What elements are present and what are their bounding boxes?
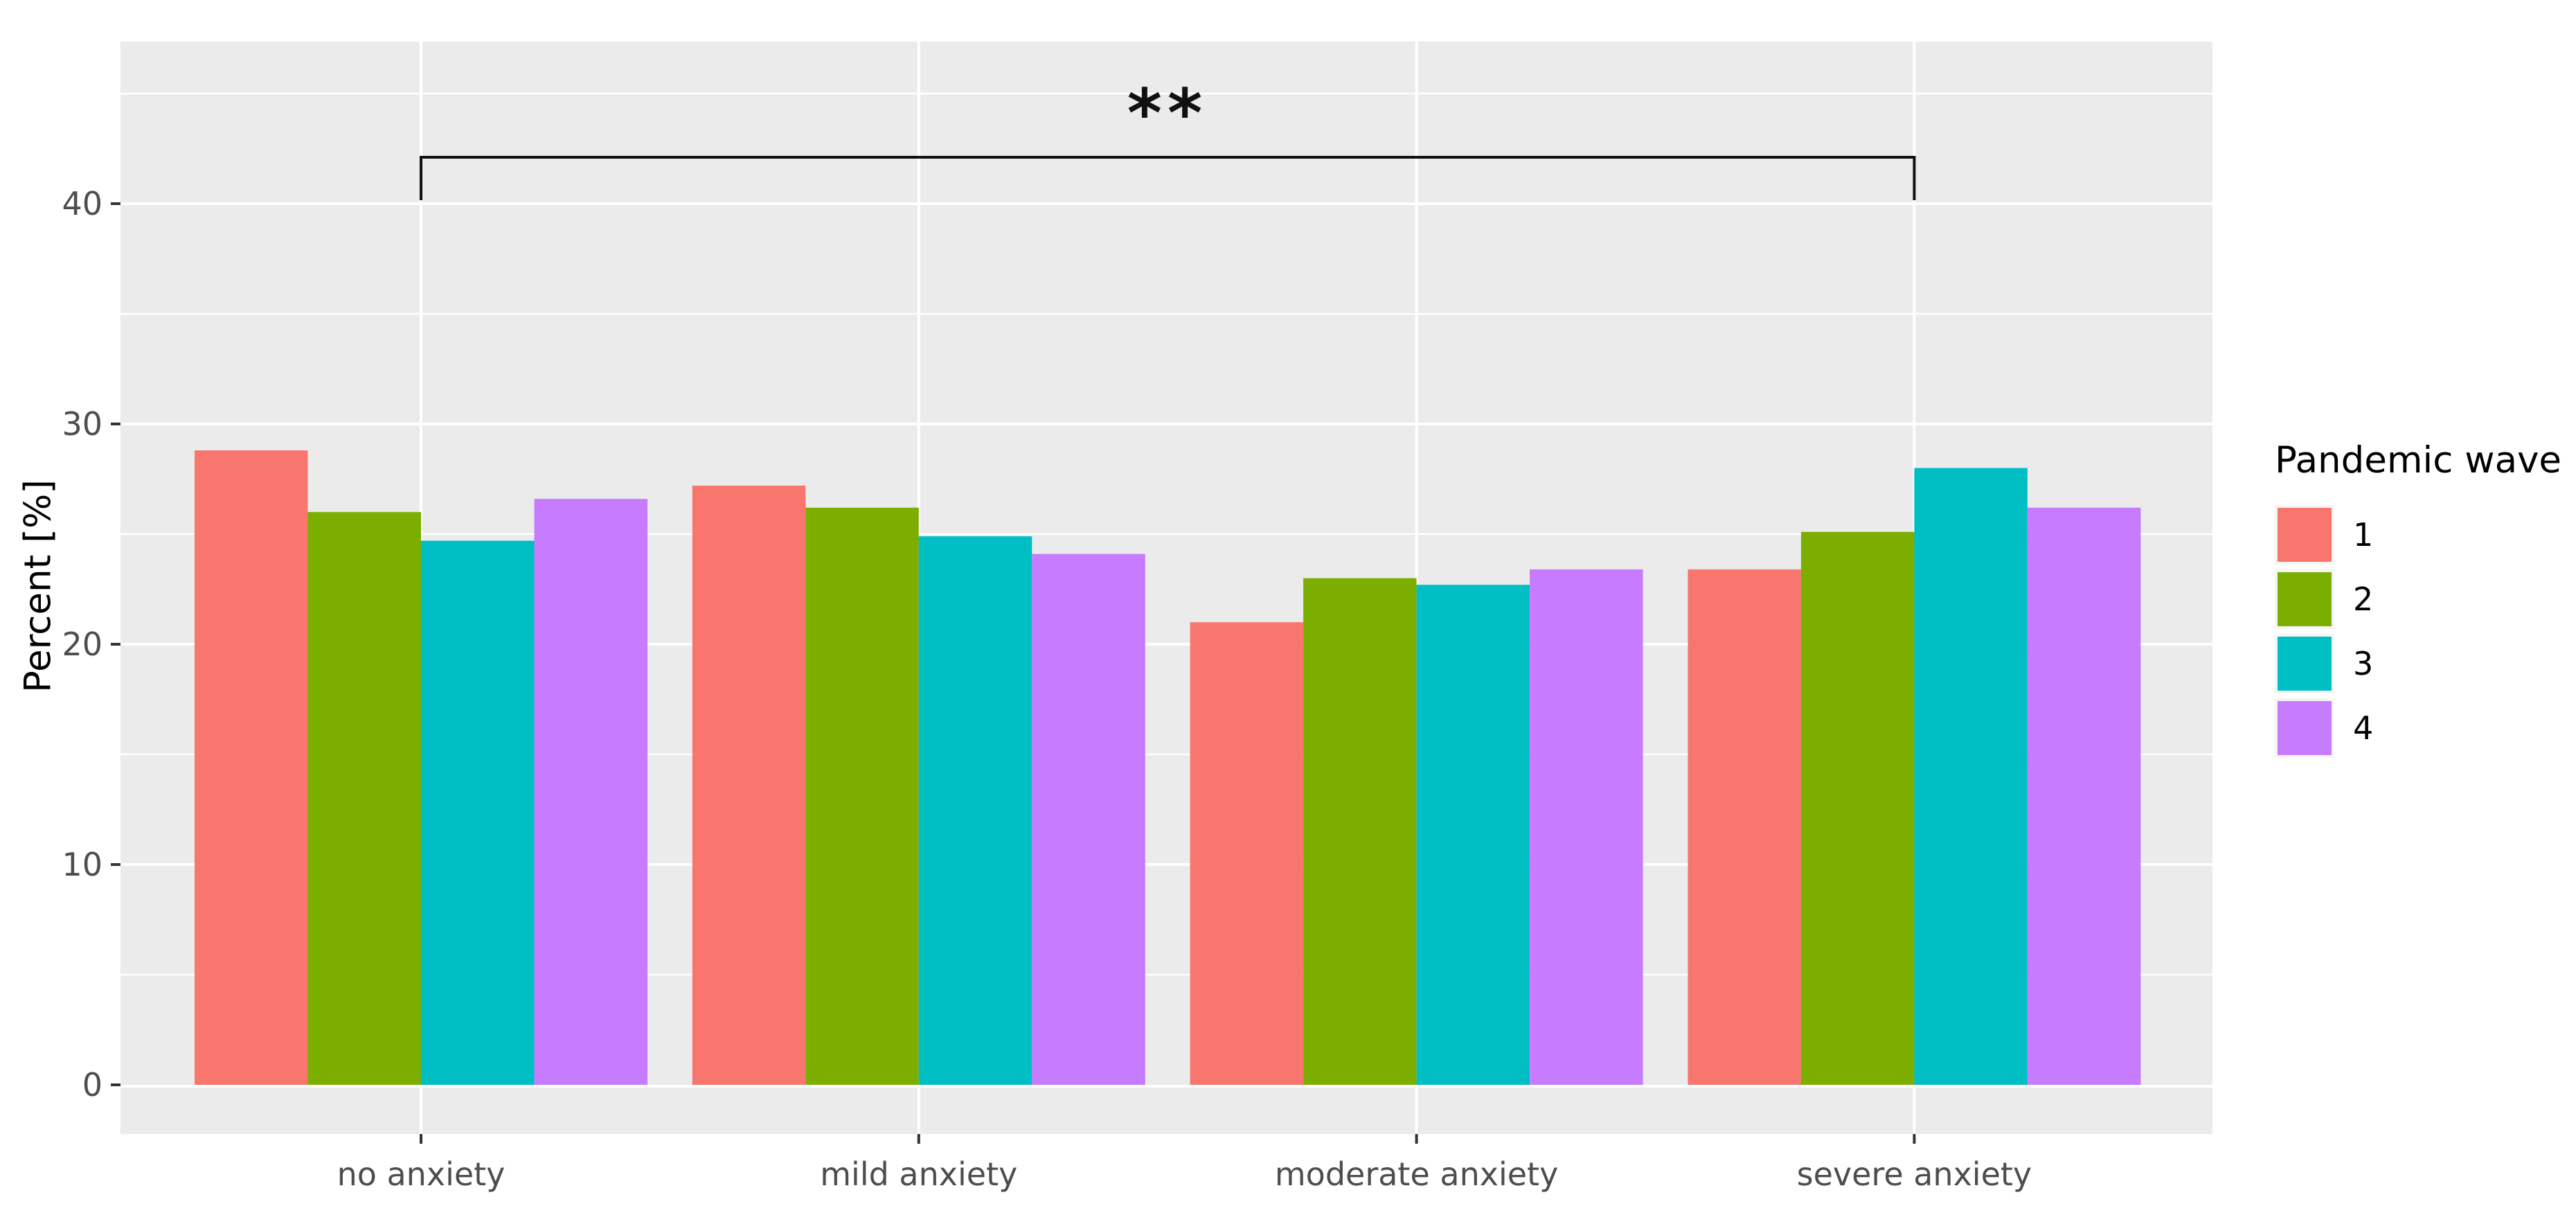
bar-no-anxiety-wave-2 [307, 512, 421, 1085]
legend-title: Pandemic wave [2275, 439, 2562, 481]
y-tick-0 [111, 1083, 120, 1086]
gridline-major-y-30 [120, 423, 2212, 425]
legend-label: 4 [2353, 709, 2374, 747]
bar-moderate-anxiety-wave-4 [1530, 569, 1643, 1085]
legend-swatch-icon [2278, 701, 2332, 755]
legend-label: 1 [2353, 516, 2374, 554]
bar-moderate-anxiety-wave-3 [1416, 585, 1530, 1085]
gridline-minor-y-35 [120, 312, 2212, 315]
gridline-major-y-10 [120, 863, 2212, 866]
gridline-major-y-20 [120, 643, 2212, 646]
y-axis-title: Percent [%] [17, 479, 60, 693]
legend-label: 2 [2353, 581, 2374, 618]
bar-severe-anxiety-wave-2 [1800, 531, 1915, 1085]
bar-no-anxiety-wave-4 [534, 499, 647, 1085]
legend-key [2275, 634, 2334, 693]
y-tick-label-30: 30 [62, 405, 102, 443]
x-tick-2 [1415, 1134, 1418, 1144]
legend-swatch-icon [2278, 508, 2332, 562]
x-tick-3 [1913, 1134, 1916, 1144]
bar-mild-anxiety-wave-4 [1032, 554, 1145, 1085]
legend-swatch-icon [2278, 572, 2332, 626]
gridline-minor-y-5 [120, 973, 2212, 976]
y-tick-label-20: 20 [62, 626, 102, 663]
legend-swatch-icon [2278, 637, 2332, 691]
y-tick-label-0: 0 [82, 1066, 102, 1104]
y-tick-label-40: 40 [62, 185, 102, 222]
y-tick-40 [111, 202, 120, 205]
x-tick-label-3: severe anxiety [1797, 1156, 2032, 1193]
legend-key [2275, 698, 2334, 758]
x-tick-0 [420, 1134, 422, 1144]
significance-annotation: ** [1127, 75, 1208, 152]
gridline-minor-y-15 [120, 753, 2212, 756]
bar-no-anxiety-wave-3 [421, 540, 535, 1085]
bar-mild-anxiety-wave-1 [692, 486, 806, 1085]
legend-key [2275, 505, 2334, 565]
gridline-major-y-40 [120, 202, 2212, 205]
bar-moderate-anxiety-wave-1 [1190, 622, 1304, 1085]
y-tick-20 [111, 643, 120, 646]
bar-mild-anxiety-wave-3 [918, 536, 1032, 1085]
bar-moderate-anxiety-wave-2 [1303, 578, 1417, 1085]
gridline-minor-y-45 [120, 92, 2212, 95]
legend-items: 1 2 3 4 [2275, 505, 2561, 758]
x-tick-label-0: no anxiety [337, 1156, 506, 1193]
legend-item-wave-4: 4 [2275, 698, 2561, 758]
legend: Pandemic wave 1 2 3 4 [2275, 439, 2561, 763]
gridline-major-y-0 [120, 1085, 2212, 1088]
y-tick-30 [111, 423, 120, 425]
bar-severe-anxiety-wave-1 [1688, 569, 1801, 1085]
legend-item-wave-3: 3 [2275, 634, 2561, 693]
significance-bracket [420, 156, 1916, 200]
gridline-minor-y-25 [120, 533, 2212, 535]
legend-label: 3 [2353, 645, 2374, 682]
legend-item-wave-1: 1 [2275, 505, 2561, 565]
legend-key [2275, 569, 2334, 629]
legend-item-wave-2: 2 [2275, 569, 2561, 629]
bar-mild-anxiety-wave-2 [805, 507, 919, 1085]
bar-severe-anxiety-wave-4 [2027, 507, 2141, 1085]
bar-severe-anxiety-wave-3 [1914, 468, 2028, 1085]
bar-no-anxiety-wave-1 [195, 450, 308, 1085]
x-tick-1 [917, 1134, 920, 1144]
x-tick-label-1: mild anxiety [820, 1156, 1017, 1193]
y-tick-10 [111, 863, 120, 866]
x-tick-label-2: moderate anxiety [1275, 1156, 1558, 1193]
y-tick-label-10: 10 [62, 846, 102, 883]
